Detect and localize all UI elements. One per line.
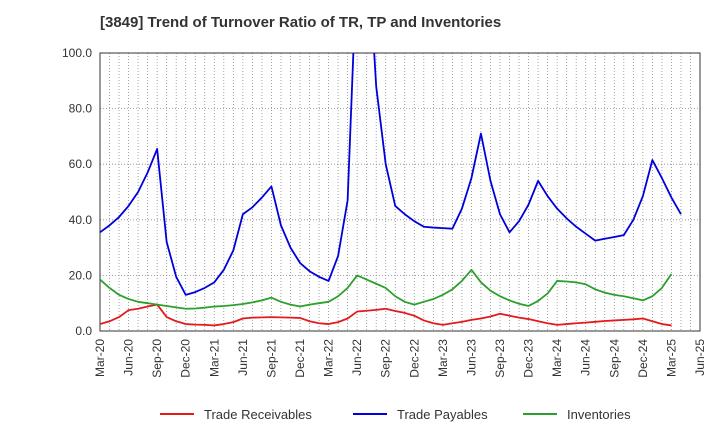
- x-tick-label: Sep-20: [150, 339, 164, 378]
- series-line-trade-payables: [100, 53, 682, 296]
- chart-title: [3849] Trend of Turnover Ratio of TR, TP…: [100, 14, 502, 31]
- x-tick-label: Mar-20: [93, 339, 107, 377]
- legend-label-inventories: Inventories: [567, 407, 631, 422]
- y-tick-label: 40.0: [69, 213, 93, 227]
- x-tick-label: Jun-23: [464, 339, 478, 376]
- series-line-inventories: [100, 268, 673, 310]
- x-tick-label: Mar-23: [436, 339, 450, 377]
- x-tick-label: Dec-22: [407, 339, 421, 378]
- x-tick-label: Mar-24: [550, 339, 564, 377]
- x-tick-label: Sep-21: [264, 339, 278, 378]
- legend: Trade Receivables Trade Payables Inventori…: [160, 407, 631, 422]
- y-tick-label: 100.0: [62, 46, 92, 60]
- x-tick-label: Sep-24: [607, 339, 621, 378]
- x-tick-label: Dec-21: [293, 339, 307, 378]
- x-tick-label: Dec-24: [636, 339, 650, 378]
- y-tick-label: 0.0: [75, 324, 92, 338]
- plot-frame: [99, 52, 701, 332]
- y-tick-label: 20.0: [69, 268, 93, 282]
- x-tick-label: Jun-22: [350, 339, 364, 376]
- series-line-trade-receivables: [100, 303, 672, 327]
- series-group: [100, 53, 682, 327]
- x-tick-label: Mar-25: [664, 339, 678, 377]
- y-tick-label: 60.0: [69, 157, 93, 171]
- grid: [100, 52, 701, 331]
- x-tick-label: Mar-22: [322, 339, 336, 377]
- legend-label-trade-receivables: Trade Receivables: [204, 407, 312, 422]
- x-tick-label: Mar-21: [207, 339, 221, 377]
- legend-label-trade-payables: Trade Payables: [397, 407, 488, 422]
- x-tick-label: Sep-23: [493, 339, 507, 378]
- x-tick-label: Jun-21: [236, 339, 250, 376]
- x-tick-label: Sep-22: [379, 339, 393, 378]
- x-tick-label: Jun-25: [693, 339, 707, 376]
- x-tick-label: Jun-20: [122, 339, 136, 376]
- x-tick-label: Jun-24: [579, 339, 593, 376]
- x-tick-label: Dec-20: [179, 339, 193, 378]
- y-tick-label: 80.0: [69, 102, 93, 116]
- x-tick-label: Dec-23: [522, 339, 536, 378]
